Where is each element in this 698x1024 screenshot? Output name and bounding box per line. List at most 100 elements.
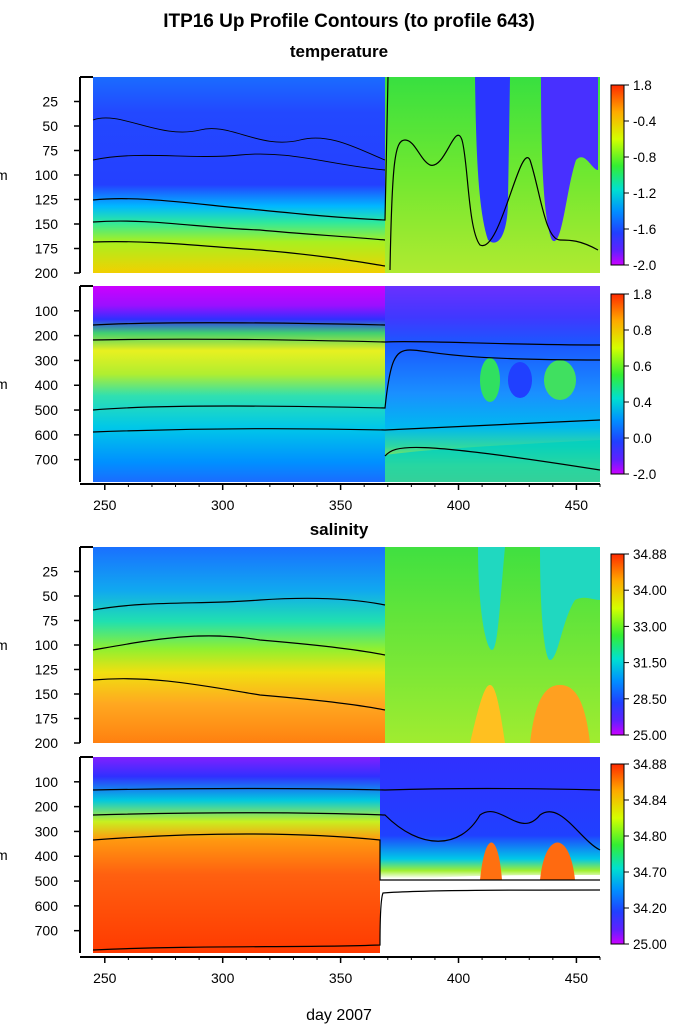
temp-lower-y-tick-label: 500 bbox=[35, 402, 59, 418]
sal-upper-y-axis-label: m bbox=[0, 637, 8, 653]
sal-upper-colorbar-label: 34.88 bbox=[633, 547, 667, 562]
sal-upper-colorbar bbox=[610, 553, 625, 736]
temp-upper-contour-5 bbox=[92, 153, 386, 171]
temp-upper-cold-plume-1 bbox=[475, 77, 510, 243]
temp-upper-colorbar-label: -1.2 bbox=[633, 186, 656, 201]
temp-lower-contour-4 bbox=[92, 419, 601, 433]
temp-upper-colorbar bbox=[610, 84, 625, 266]
temp-upper-cold-plume-2 bbox=[541, 77, 598, 242]
sal-upper-colorbar-label: 34.00 bbox=[633, 583, 667, 598]
temp-lower-y-tick-label: 600 bbox=[35, 427, 59, 443]
sal-upper-colorbar-label: 33.00 bbox=[633, 619, 667, 634]
sal-lower-salty-plume-2 bbox=[540, 842, 575, 880]
sal-lower-y-axis-label: m bbox=[0, 847, 8, 863]
temp-lower-colorbar-label: 0.6 bbox=[633, 359, 652, 374]
temp-upper-y-axis-label: m bbox=[0, 167, 8, 183]
temp-lower-contour-1 bbox=[92, 322, 386, 326]
x-tick-label: 450 bbox=[565, 970, 589, 986]
temp-lower-warm-spot-1 bbox=[480, 358, 500, 402]
temp-lower-y-tick-label: 700 bbox=[35, 452, 59, 468]
temp-lower-colorbar-label: 0.4 bbox=[633, 395, 652, 410]
temp-upper-y-tick-label: 25 bbox=[42, 94, 58, 110]
sal-lower-colorbar-label: 25.00 bbox=[633, 937, 667, 952]
sal-lower-contour-1 bbox=[92, 787, 601, 791]
temp-lower-colorbar bbox=[610, 293, 625, 475]
sal-lower-contour-4 bbox=[92, 889, 601, 951]
x-tick-label: 400 bbox=[447, 970, 471, 986]
temp-lower-colorbar-label: -2.0 bbox=[633, 467, 656, 482]
sal-lower-colorbar-label: 34.84 bbox=[633, 793, 667, 808]
temp-upper-colorbar-label: -1.6 bbox=[633, 222, 656, 237]
temp-lower-y-tick-label: 400 bbox=[35, 377, 59, 393]
x-tick-label: 350 bbox=[329, 497, 353, 513]
temp-lower-colorbar-label: 1.8 bbox=[633, 287, 652, 302]
sal-lower-y-tick-label: 300 bbox=[35, 823, 59, 839]
temp-lower-y-tick-label: 100 bbox=[35, 303, 59, 319]
temp-lower-cold-spot bbox=[508, 362, 532, 398]
temp-upper-contour-3 bbox=[92, 241, 386, 267]
sal-upper-y-tick-label: 175 bbox=[35, 711, 59, 727]
sal-lower-colorbar-label: 34.20 bbox=[633, 901, 667, 916]
sal-upper-panel bbox=[92, 547, 600, 743]
sal-upper-fresh-plume-2 bbox=[540, 547, 600, 660]
temp-upper-colorbar-label: -0.8 bbox=[633, 150, 656, 165]
sal-lower-salty-plume-1 bbox=[480, 842, 502, 880]
temp-upper-panel bbox=[92, 76, 600, 273]
sal-lower-colorbar-label: 34.80 bbox=[633, 829, 667, 844]
temp-lower-colorbar-label: 0.0 bbox=[633, 431, 652, 446]
sal-upper-colorbar-label: 31.50 bbox=[633, 656, 667, 671]
sal-lower-y-tick-label: 500 bbox=[35, 873, 59, 889]
sal-upper-salty-plume-2 bbox=[530, 685, 590, 743]
temp-upper-y-tick-label: 100 bbox=[35, 167, 59, 183]
sal-upper-colorbar-label: 25.00 bbox=[633, 728, 667, 743]
temp-upper-colorbar-label: 1.8 bbox=[633, 78, 652, 93]
sal-upper-contour-1 bbox=[92, 597, 386, 611]
sal-upper-contour-3 bbox=[92, 678, 386, 711]
temp-lower-contour-5 bbox=[384, 446, 601, 471]
sal-upper-y-tick-label: 150 bbox=[35, 686, 59, 702]
sal-lower-colorbar-label: 34.70 bbox=[633, 865, 667, 880]
sal-upper-y-tick-label: 200 bbox=[35, 735, 59, 751]
x-tick-label: 350 bbox=[329, 970, 353, 986]
sal-upper-y-tick-label: 125 bbox=[35, 662, 59, 678]
temp-lower-contour-3 bbox=[92, 349, 601, 411]
figure-title: ITP16 Up Profile Contours (to profile 64… bbox=[163, 11, 535, 32]
temp-upper-contour-2 bbox=[92, 220, 386, 241]
sal-upper-y-tick-label: 50 bbox=[42, 588, 58, 604]
temp-lower-bottom-band bbox=[385, 440, 600, 482]
sal-lower-y-tick-label: 700 bbox=[35, 923, 59, 939]
temp-upper-y-tick-label: 50 bbox=[42, 118, 58, 134]
axes-layer: 25 50 75 100 125 150 175 200 m 1.8 -0.4 -0.8 -1.2 -1.… bbox=[0, 76, 667, 986]
sal-lower-y-tick-label: 100 bbox=[35, 774, 59, 790]
x-tick-label: 450 bbox=[565, 497, 589, 513]
temp-lower-warm-spot-2 bbox=[544, 360, 576, 400]
sal-lower-y-tick-label: 200 bbox=[35, 799, 59, 815]
sal-upper-fresh-plume-1 bbox=[478, 547, 505, 650]
x-tick-label: 400 bbox=[447, 497, 471, 513]
temp-upper-contour-1 bbox=[92, 76, 389, 221]
temp-lower-y-axis-label: m bbox=[0, 376, 8, 392]
temp-lower-y-tick-label: 200 bbox=[35, 328, 59, 344]
sal-upper-salty-plume-1 bbox=[470, 685, 505, 743]
x-tick-label: 250 bbox=[93, 970, 117, 986]
sal-upper-y-tick-label: 75 bbox=[42, 613, 58, 629]
temp-lower-panel bbox=[92, 286, 601, 482]
temp-upper-contour-right bbox=[389, 134, 599, 271]
sal-lower-colorbar bbox=[610, 763, 625, 945]
temp-upper-y-tick-label: 75 bbox=[42, 143, 58, 159]
sal-lower-contour-2 bbox=[92, 810, 601, 851]
section-title-temperature: temperature bbox=[290, 42, 388, 61]
sal-lower-panel bbox=[92, 757, 601, 953]
x-tick-label: 300 bbox=[211, 970, 235, 986]
x-axis-label: day 2007 bbox=[306, 1007, 372, 1024]
temp-upper-y-tick-label: 150 bbox=[35, 216, 59, 232]
sal-lower-contour-3 bbox=[92, 833, 600, 881]
temp-lower-y-tick-label: 300 bbox=[35, 352, 59, 368]
sal-lower-y-tick-label: 600 bbox=[35, 898, 59, 914]
sal-upper-y-tick-label: 25 bbox=[42, 564, 58, 580]
temp-upper-colorbar-label: -0.4 bbox=[633, 114, 657, 129]
x-tick-label: 300 bbox=[211, 497, 235, 513]
temp-upper-y-tick-label: 175 bbox=[35, 241, 59, 257]
temp-upper-y-tick-label: 200 bbox=[35, 265, 59, 281]
